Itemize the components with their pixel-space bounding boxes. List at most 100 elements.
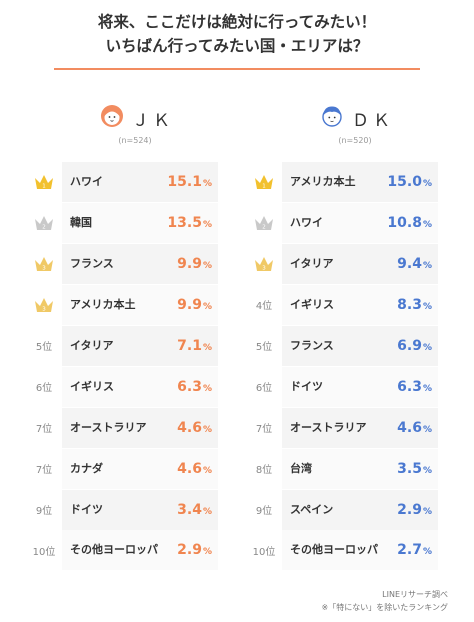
jk-table-row: 7位 オーストラリア 4.6% <box>28 407 218 448</box>
title-line-1: 将来、ここだけは絶対に行ってみたい！ <box>97 13 377 31</box>
jk-rank-cell: 5位 <box>28 326 60 366</box>
dk-country-name: イタリア <box>290 256 334 270</box>
title-divider <box>54 68 420 70</box>
crown-rank-number: 2 <box>262 224 266 230</box>
jk-country-name: その他ヨーロッパ <box>70 543 158 557</box>
jk-country-name: カナダ <box>70 461 103 475</box>
jk-value-unit: % <box>202 383 212 394</box>
bronze-crown-icon: 3 <box>255 256 273 271</box>
dk-data-cell: その他ヨーロッパ 2.7% <box>282 530 438 571</box>
jk-value-number: 9.9 <box>177 255 202 272</box>
jk-table-row: 2 韓国 13.5% <box>28 202 218 243</box>
jk-country-name: イギリス <box>70 379 114 393</box>
crown-rank-number: 2 <box>42 224 46 230</box>
jk-group-label: ＪＫ <box>132 111 174 131</box>
jk-table-row: 5位 イタリア 7.1% <box>28 325 218 366</box>
jk-value-unit: % <box>202 547 212 558</box>
jk-value-number: 6.3 <box>177 378 202 395</box>
dk-rank-cell: 10位 <box>248 530 280 570</box>
jk-data-cell: カナダ 4.6% <box>62 448 218 489</box>
dk-country-name: ドイツ <box>290 379 323 393</box>
dk-data-cell: フランス 6.9% <box>282 325 438 366</box>
crown-rank-number: 3 <box>262 265 266 271</box>
jk-table-row: 7位 カナダ 4.6% <box>28 448 218 489</box>
jk-percent-value: 4.6% <box>177 408 212 448</box>
dk-rank-cell: 1 <box>248 162 280 202</box>
dk-rank-label: 8位 <box>255 465 273 477</box>
silver-crown-icon: 2 <box>255 215 273 230</box>
jk-table-row: 3 フランス 9.9% <box>28 243 218 284</box>
jk-percent-value: 9.9% <box>177 285 212 325</box>
jk-percent-value: 15.1% <box>167 162 212 202</box>
jk-rank-cell: 7位 <box>28 449 60 489</box>
jk-rank-label: 9位 <box>35 506 53 517</box>
jk-rank-cell: 3 <box>28 244 60 284</box>
jk-value-number: 4.6 <box>177 419 202 436</box>
dk-percent-value: 8.3% <box>397 285 432 325</box>
jk-rank-label: 7位 <box>35 424 53 436</box>
dk-value-unit: % <box>422 179 432 189</box>
dk-rank-cell: 3 <box>248 244 280 284</box>
jk-value-unit: % <box>202 465 212 476</box>
dk-percent-value: 9.4% <box>397 244 432 284</box>
jk-value-number: 2.9 <box>177 542 202 559</box>
jk-value-unit: % <box>202 342 212 353</box>
dk-data-cell: スペイン 2.9% <box>282 489 438 530</box>
crown-rank-number: 1 <box>42 184 46 190</box>
dk-data-cell: アメリカ本土 15.0% <box>282 162 438 202</box>
jk-table-row: 1 ハワイ 15.1% <box>28 162 218 202</box>
dk-table-row: 6位 ドイツ 6.3% <box>248 366 438 407</box>
jk-country-name: ドイツ <box>70 502 103 516</box>
dk-header: ＤＫ (n=520) <box>248 100 438 150</box>
jk-table-row: 9位 ドイツ 3.4% <box>28 489 218 530</box>
dk-rank-label: 5位 <box>255 342 273 354</box>
jk-percent-value: 7.1% <box>177 326 212 366</box>
dk-rank-cell: 7位 <box>248 408 280 448</box>
dk-percent-value: 6.3% <box>397 367 432 407</box>
dk-value-unit: % <box>422 219 432 230</box>
dk-data-cell: イギリス 8.3% <box>282 284 438 325</box>
dk-country-name: スペイン <box>290 502 334 516</box>
dk-value-number: 2.9 <box>397 501 422 518</box>
dk-rank-label: 10位 <box>252 546 276 558</box>
jk-country-name: オーストラリア <box>70 420 147 434</box>
source-note: LINEリサーチ調べ ※「特にない」を除いたランキング <box>322 588 448 614</box>
dk-table-row: 10位 その他ヨーロッパ 2.7% <box>248 530 438 571</box>
boy-face-icon <box>322 106 342 127</box>
dk-table-row: 5位 フランス 6.9% <box>248 325 438 366</box>
dk-percent-value: 2.7% <box>397 530 432 570</box>
crown-rank-number: 3 <box>42 306 46 312</box>
dk-table-row: 8位 台湾 3.5% <box>248 448 438 489</box>
dk-table-row: 9位 スペイン 2.9% <box>248 489 438 530</box>
jk-data-cell: イタリア 7.1% <box>62 325 218 366</box>
jk-rank-cell: 7位 <box>28 408 60 448</box>
dk-country-name: ハワイ <box>290 215 323 229</box>
jk-value-unit: % <box>202 506 212 517</box>
jk-value-unit: % <box>202 219 212 230</box>
crown-rank-number: 1 <box>262 184 266 190</box>
dk-percent-value: 15.0% <box>387 162 432 202</box>
jk-country-name: 韓国 <box>70 215 92 229</box>
dk-group-label: ＤＫ <box>352 111 394 131</box>
jk-table-row: 3 アメリカ本土 9.9% <box>28 284 218 325</box>
dk-value-number: 10.8 <box>387 214 422 231</box>
dk-value-unit: % <box>422 301 432 312</box>
gold-crown-icon: 1 <box>35 175 53 190</box>
crown-rank-number: 3 <box>42 265 46 271</box>
dk-value-unit: % <box>422 342 432 353</box>
dk-value-unit: % <box>422 424 432 435</box>
bronze-crown-icon: 3 <box>35 297 53 312</box>
jk-percent-value: 4.6% <box>177 449 212 489</box>
dk-data-cell: ドイツ 6.3% <box>282 366 438 407</box>
dk-country-name: オーストラリア <box>290 420 367 434</box>
jk-rank-cell: 6位 <box>28 367 60 407</box>
dk-country-name: イギリス <box>290 297 334 311</box>
jk-data-cell: ハワイ 15.1% <box>62 162 218 202</box>
jk-data-cell: その他ヨーロッパ 2.9% <box>62 530 218 571</box>
jk-rank-label: 7位 <box>35 465 53 477</box>
jk-rank-cell: 10位 <box>28 530 60 570</box>
jk-country-name: アメリカ本土 <box>70 297 136 311</box>
title-line-2: いちばん行ってみたい国・エリアは？ <box>105 37 369 55</box>
jk-sample-size: (n=524) <box>118 136 152 145</box>
dk-rank-cell: 9位 <box>248 490 280 530</box>
